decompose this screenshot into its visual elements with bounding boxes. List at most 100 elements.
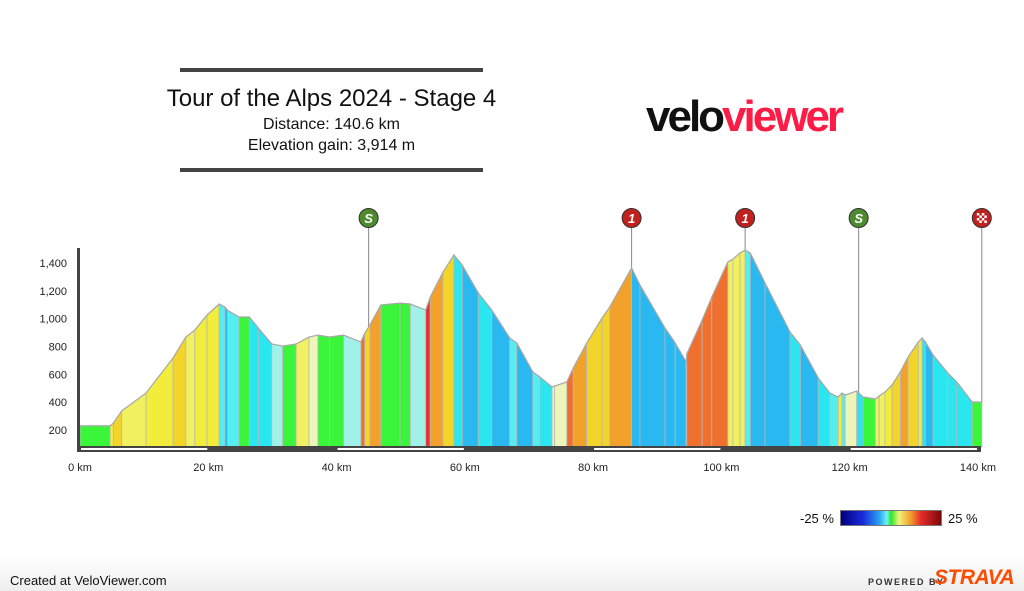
profile-segment bbox=[874, 395, 880, 448]
finish-checker-square bbox=[979, 220, 982, 223]
finish-checker-square bbox=[984, 220, 987, 223]
profile-segment bbox=[844, 390, 858, 448]
profile-segment bbox=[308, 334, 319, 448]
elevation-gain-text: Elevation gain: 3,914 m bbox=[247, 137, 416, 154]
profile-segment bbox=[841, 392, 846, 448]
x-axis-scale-stripe bbox=[594, 448, 721, 450]
profile-segment bbox=[907, 340, 919, 448]
x-tick-label: 60 km bbox=[450, 462, 480, 474]
sprint-marker-icon bbox=[358, 208, 379, 228]
climb-marker-icon bbox=[621, 208, 642, 228]
profile-outline bbox=[80, 249, 982, 427]
sprint-marker-icon bbox=[848, 208, 869, 228]
profile-segment bbox=[461, 263, 479, 448]
profile-segment bbox=[837, 391, 843, 448]
profile-segment bbox=[218, 303, 226, 448]
marker-label: S bbox=[364, 211, 373, 226]
y-tick-label: 1,000 bbox=[39, 314, 67, 326]
x-axis-scale-stripe bbox=[337, 448, 464, 450]
profile-segment bbox=[631, 267, 641, 448]
profile-segment bbox=[947, 371, 958, 448]
profile-segment bbox=[539, 376, 553, 448]
profile-segment bbox=[227, 309, 240, 448]
powered-by-text: POWERED BY bbox=[868, 577, 945, 587]
marker-label: 1 bbox=[742, 211, 749, 226]
finish-checker-square bbox=[979, 215, 982, 218]
profile-segment bbox=[429, 271, 444, 448]
profile-segment bbox=[271, 343, 284, 448]
profile-segment bbox=[282, 343, 297, 448]
finish-checker-square bbox=[976, 213, 980, 216]
profile-segment bbox=[295, 336, 310, 448]
profile-segment bbox=[601, 305, 611, 448]
y-tick-label: 1,200 bbox=[39, 286, 67, 298]
profile-segment bbox=[360, 332, 366, 448]
profile-segment bbox=[399, 302, 411, 448]
x-tick-label: 140 km bbox=[960, 462, 996, 474]
profile-segment bbox=[491, 308, 511, 448]
y-tick-label: 200 bbox=[49, 425, 67, 437]
profile-segment bbox=[453, 253, 463, 448]
y-tick-label: 1,400 bbox=[39, 258, 67, 270]
profile-segment bbox=[329, 334, 345, 448]
profile-segment bbox=[509, 337, 518, 448]
profile-segment bbox=[532, 371, 541, 448]
finish-checker-square bbox=[981, 213, 985, 216]
profile-segment bbox=[554, 381, 568, 448]
profile-segment bbox=[686, 319, 703, 448]
x-tick-label: 80 km bbox=[578, 462, 608, 474]
profile-segment bbox=[206, 303, 220, 448]
profile-segment bbox=[248, 315, 259, 448]
title-block: Tour of the Alps 2024 - Stage 4 Distance… bbox=[130, 84, 533, 156]
strava-logo[interactable]: STRAVA bbox=[934, 566, 1015, 589]
profile-segment bbox=[917, 336, 923, 448]
profile-segment bbox=[739, 249, 746, 448]
profile-segment bbox=[711, 261, 729, 448]
profile-segment bbox=[701, 296, 713, 448]
profile-segment bbox=[409, 303, 427, 448]
marker-label: S bbox=[854, 211, 863, 226]
x-axis-scale-stripe bbox=[81, 448, 208, 450]
finish-checker-square bbox=[981, 218, 985, 221]
profile-segment bbox=[442, 253, 455, 448]
profile-segment bbox=[932, 353, 949, 448]
profile-segment bbox=[732, 252, 741, 448]
profile-segment bbox=[79, 425, 111, 448]
profile-segment bbox=[425, 296, 431, 448]
profile-segment bbox=[343, 334, 362, 448]
profile-segment bbox=[727, 258, 734, 448]
profile-segment bbox=[109, 422, 114, 448]
profile-segment bbox=[878, 391, 886, 448]
finish-checker-square bbox=[984, 215, 987, 218]
profile-segment bbox=[856, 390, 864, 448]
profile-segment bbox=[121, 392, 147, 448]
created-at-link[interactable]: Created at VeloViewer.com bbox=[10, 573, 167, 588]
y-axis-line bbox=[77, 248, 80, 452]
profile-segment bbox=[369, 304, 382, 448]
x-tick-label: 100 km bbox=[703, 462, 739, 474]
profile-segment bbox=[749, 252, 766, 448]
climb-marker-icon bbox=[735, 208, 756, 228]
y-tick-label: 600 bbox=[49, 369, 67, 381]
profile-segment bbox=[884, 384, 893, 448]
gradient-legend: -25 % 25 % bbox=[800, 510, 978, 526]
profile-segment bbox=[924, 340, 934, 448]
profile-segment bbox=[172, 335, 187, 448]
x-tick-label: 120 km bbox=[832, 462, 868, 474]
legend-min-label: -25 % bbox=[800, 510, 834, 526]
y-tick-label: 400 bbox=[49, 397, 67, 409]
y-tick-label: 800 bbox=[49, 341, 67, 353]
profile-segment bbox=[789, 330, 801, 448]
profile-segment bbox=[238, 316, 250, 448]
legend-max-label: 25 % bbox=[947, 510, 978, 526]
marker-label: 1 bbox=[628, 211, 635, 226]
finish-checker-square bbox=[976, 218, 980, 221]
profile-segment bbox=[380, 302, 401, 448]
profile-segment bbox=[829, 392, 839, 448]
x-axis-scale-stripe bbox=[850, 448, 977, 450]
profile-segment bbox=[921, 336, 926, 448]
profile-segment bbox=[185, 329, 196, 448]
footer bbox=[0, 556, 1024, 591]
title-rule-bottom bbox=[180, 168, 483, 172]
veloviewer-logo: veloviewer bbox=[646, 92, 844, 142]
